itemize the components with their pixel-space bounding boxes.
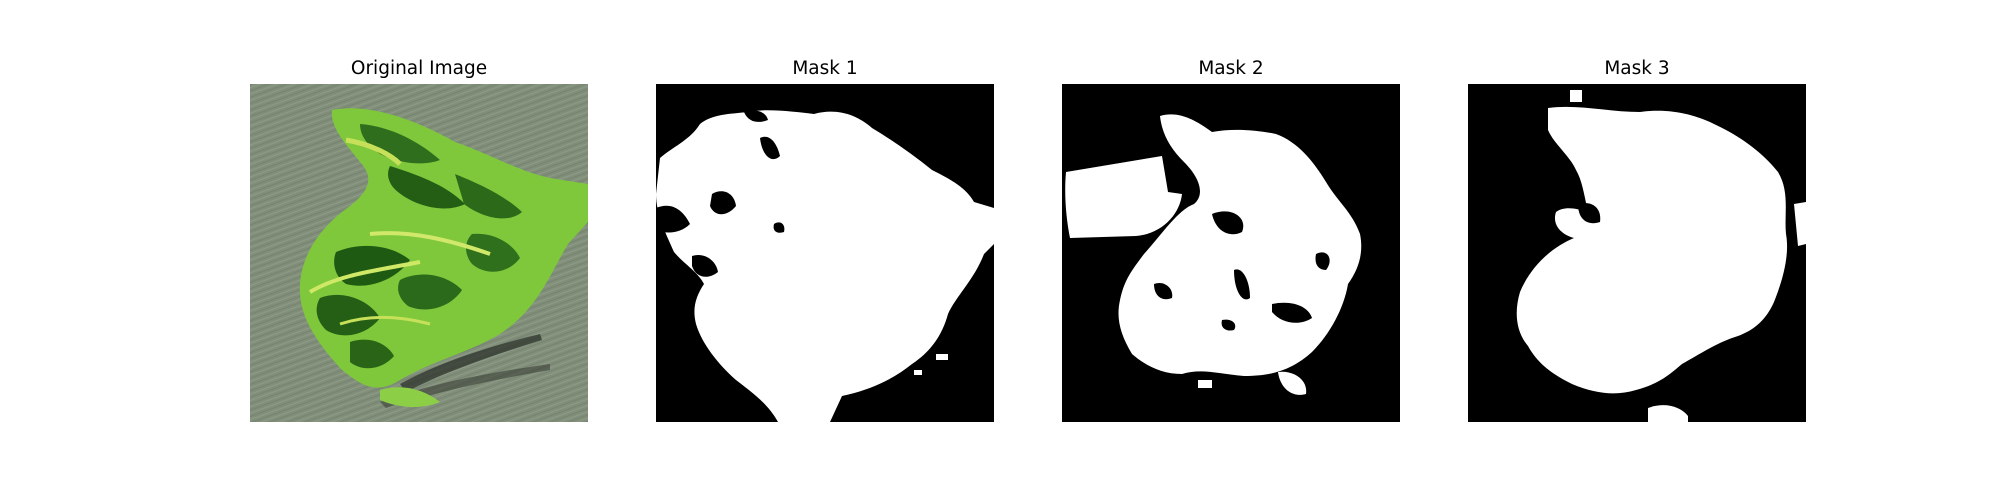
panel-title-mask-2: Mask 2: [1198, 58, 1264, 79]
panel-title-original-image: Original Image: [350, 58, 488, 79]
mask-3-image: [1468, 84, 1806, 422]
mask-1-image: [656, 84, 994, 422]
mask-2-image: [1062, 84, 1400, 422]
panel-title-mask-1: Mask 1: [792, 58, 858, 79]
panel-title-mask-3: Mask 3: [1604, 58, 1670, 79]
original-image: [250, 84, 588, 422]
